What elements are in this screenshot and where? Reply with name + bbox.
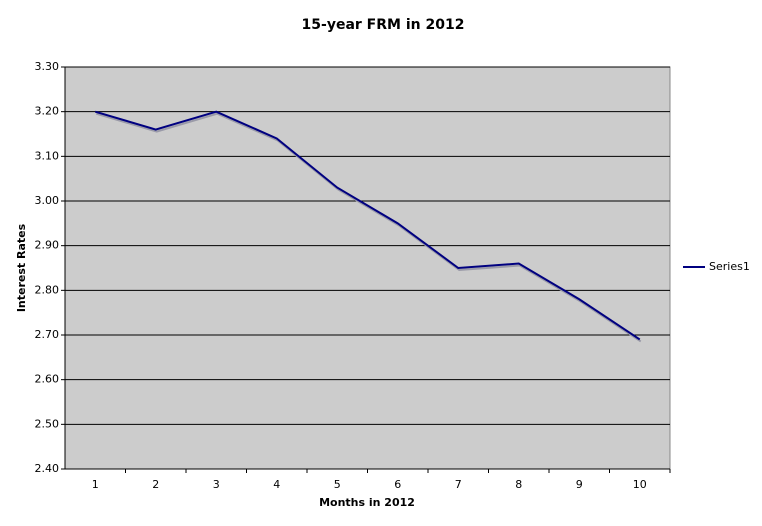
legend-label: Series1 [709,260,750,273]
plot-area [64,66,671,470]
x-tick-label: 5 [334,478,341,491]
x-tick-label: 3 [213,478,220,491]
x-tick-label: 10 [633,478,647,491]
x-tick-label: 7 [455,478,462,491]
y-tick-label: 2.70 [35,328,60,341]
y-tick-label: 2.40 [35,462,60,475]
x-tick-label: 8 [515,478,522,491]
x-tick-label: 4 [273,478,280,491]
y-tick-label: 2.50 [35,417,60,430]
y-tick-label: 3.30 [35,60,60,73]
y-tick-label: 3.00 [35,194,60,207]
y-tick-label: 2.90 [35,239,60,252]
shadow-line [95,112,642,343]
x-tick-label: 6 [394,478,401,491]
data-line [94,110,641,341]
x-axis-label: Months in 2012 [319,496,415,509]
x-tick-label: 9 [576,478,583,491]
y-tick-label: 2.80 [35,283,60,296]
x-tick-label: 1 [92,478,99,491]
x-tick-label: 2 [152,478,159,491]
y-tick-label: 3.10 [35,149,60,162]
y-axis-label: Interest Rates [15,223,28,312]
y-tick-label: 2.60 [35,373,60,386]
y-tick-label: 3.20 [35,105,60,118]
chart-title: 15-year FRM in 2012 [302,17,465,33]
